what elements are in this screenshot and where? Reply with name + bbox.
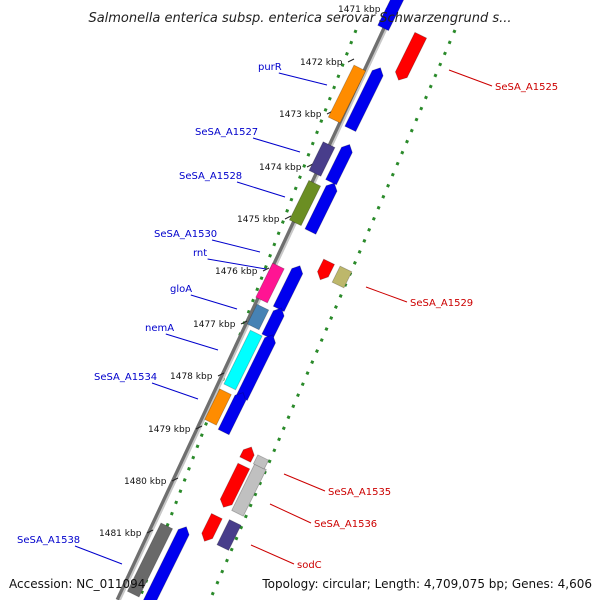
gene-block-sodc <box>216 519 242 551</box>
gene-leader-line <box>151 382 199 400</box>
reverse-strand-fragment <box>317 258 336 281</box>
axis-tick-label: 1471 kbp <box>338 5 381 15</box>
gene-leader-line <box>365 286 408 303</box>
gene-leader-line <box>165 333 219 351</box>
gene-block-sesa_a1534 <box>204 388 232 426</box>
gene-label-sesa_a1529: SeSA_A1529 <box>410 298 473 309</box>
gene-block-sesa_a1528 <box>288 179 322 227</box>
gene-label-sesa_a1525: SeSA_A1525 <box>495 82 558 93</box>
axis-tick <box>195 425 203 430</box>
gene-label-sesa_a1530: SeSA_A1530 <box>154 229 217 240</box>
gene-leader-line <box>252 137 301 153</box>
axis-tick-label: 1477 kbp <box>193 320 236 330</box>
gene-leader-line <box>236 181 286 198</box>
genome-summary-text: Topology: circular; Length: 4,709,075 bp… <box>262 577 592 591</box>
reverse-strand-fragment <box>252 454 270 470</box>
axis-tick <box>146 529 154 534</box>
axis-tick-label: 1480 kbp <box>124 477 167 487</box>
axis-tick-label: 1474 kbp <box>259 163 302 173</box>
axis-tick <box>217 372 225 377</box>
gene-leader-line <box>250 544 295 565</box>
gene-label-sesa_a1528: SeSA_A1528 <box>179 171 242 182</box>
axis-tick <box>284 215 292 220</box>
axis-tick-label: 1481 kbp <box>99 529 142 539</box>
forward-strand-arrow <box>304 182 338 235</box>
gene-leader-line <box>269 503 312 524</box>
axis-tick <box>262 267 270 272</box>
forward-strand-arrow <box>344 67 384 133</box>
gene-leader-line <box>448 69 493 87</box>
inner-dotted-ring <box>208 29 457 600</box>
backbone-highlight <box>119 0 401 600</box>
gene-label-sesa_a1536: SeSA_A1536 <box>314 519 377 530</box>
gene-label-purr: purR <box>258 62 282 73</box>
gene-label-sesa_a1535: SeSA_A1535 <box>328 487 391 498</box>
gene-label-sesa_a1538: SeSA_A1538 <box>17 535 80 546</box>
forward-strand-arrow <box>377 0 405 32</box>
gene-label-sesa_a1534: SeSA_A1534 <box>94 372 157 383</box>
gene-leader-line <box>74 545 123 565</box>
axis-tick <box>347 58 355 63</box>
gene-block-sesa_a1535 <box>219 462 251 508</box>
gene-block-nema <box>223 329 263 391</box>
gene-label-gloa: gloA <box>170 284 192 295</box>
reverse-strand-fragment <box>201 512 223 542</box>
gene-block-gloa <box>246 303 270 331</box>
axis-tick-label: 1479 kbp <box>148 425 191 435</box>
gene-block-sesa_a1529 <box>331 265 353 289</box>
gene-leader-line <box>207 258 267 270</box>
reverse-strand-fragment <box>239 446 255 463</box>
gene-block-sesa_a1538 <box>126 522 174 598</box>
gene-label-sodc: sodC <box>297 560 322 571</box>
forward-strand-arrow <box>143 526 190 600</box>
gene-leader-line <box>190 294 238 310</box>
gene-leader-line <box>283 473 326 492</box>
outer-dotted-ring <box>137 29 358 600</box>
map-title: Salmonella enterica subsp. enterica sero… <box>88 11 511 26</box>
axis-tick <box>240 320 248 325</box>
forward-strand-arrow <box>272 265 304 313</box>
gene-block-sesa_a1530 <box>255 262 285 304</box>
accession-text: Accession: NC_011094 <box>9 577 146 591</box>
gene-block-sesa_a1525 <box>394 31 428 81</box>
forward-strand-arrow <box>325 143 353 186</box>
axis-tick <box>171 477 179 482</box>
backbone <box>115 0 401 600</box>
gene-block-purr <box>327 64 367 124</box>
axis-tick <box>306 163 314 168</box>
axis-tick-label: 1473 kbp <box>279 110 322 120</box>
gene-label-rnt: rnt <box>193 248 207 259</box>
forward-strand-arrow <box>235 334 276 401</box>
forward-strand-arrow <box>261 307 285 340</box>
gene-label-sesa_a1527: SeSA_A1527 <box>195 127 258 138</box>
forward-strand-arrow <box>217 392 247 436</box>
axis-tick-label: 1476 kbp <box>215 267 258 277</box>
gene-block-sesa_a1527 <box>308 141 336 177</box>
gene-label-nema: nemA <box>145 323 174 334</box>
axis-tick-label: 1478 kbp <box>170 372 213 382</box>
axis-tick-label: 1472 kbp <box>300 58 343 68</box>
gene-leader-line <box>278 72 328 86</box>
axis-tick-label: 1475 kbp <box>237 215 280 225</box>
gene-leader-line <box>211 239 261 253</box>
